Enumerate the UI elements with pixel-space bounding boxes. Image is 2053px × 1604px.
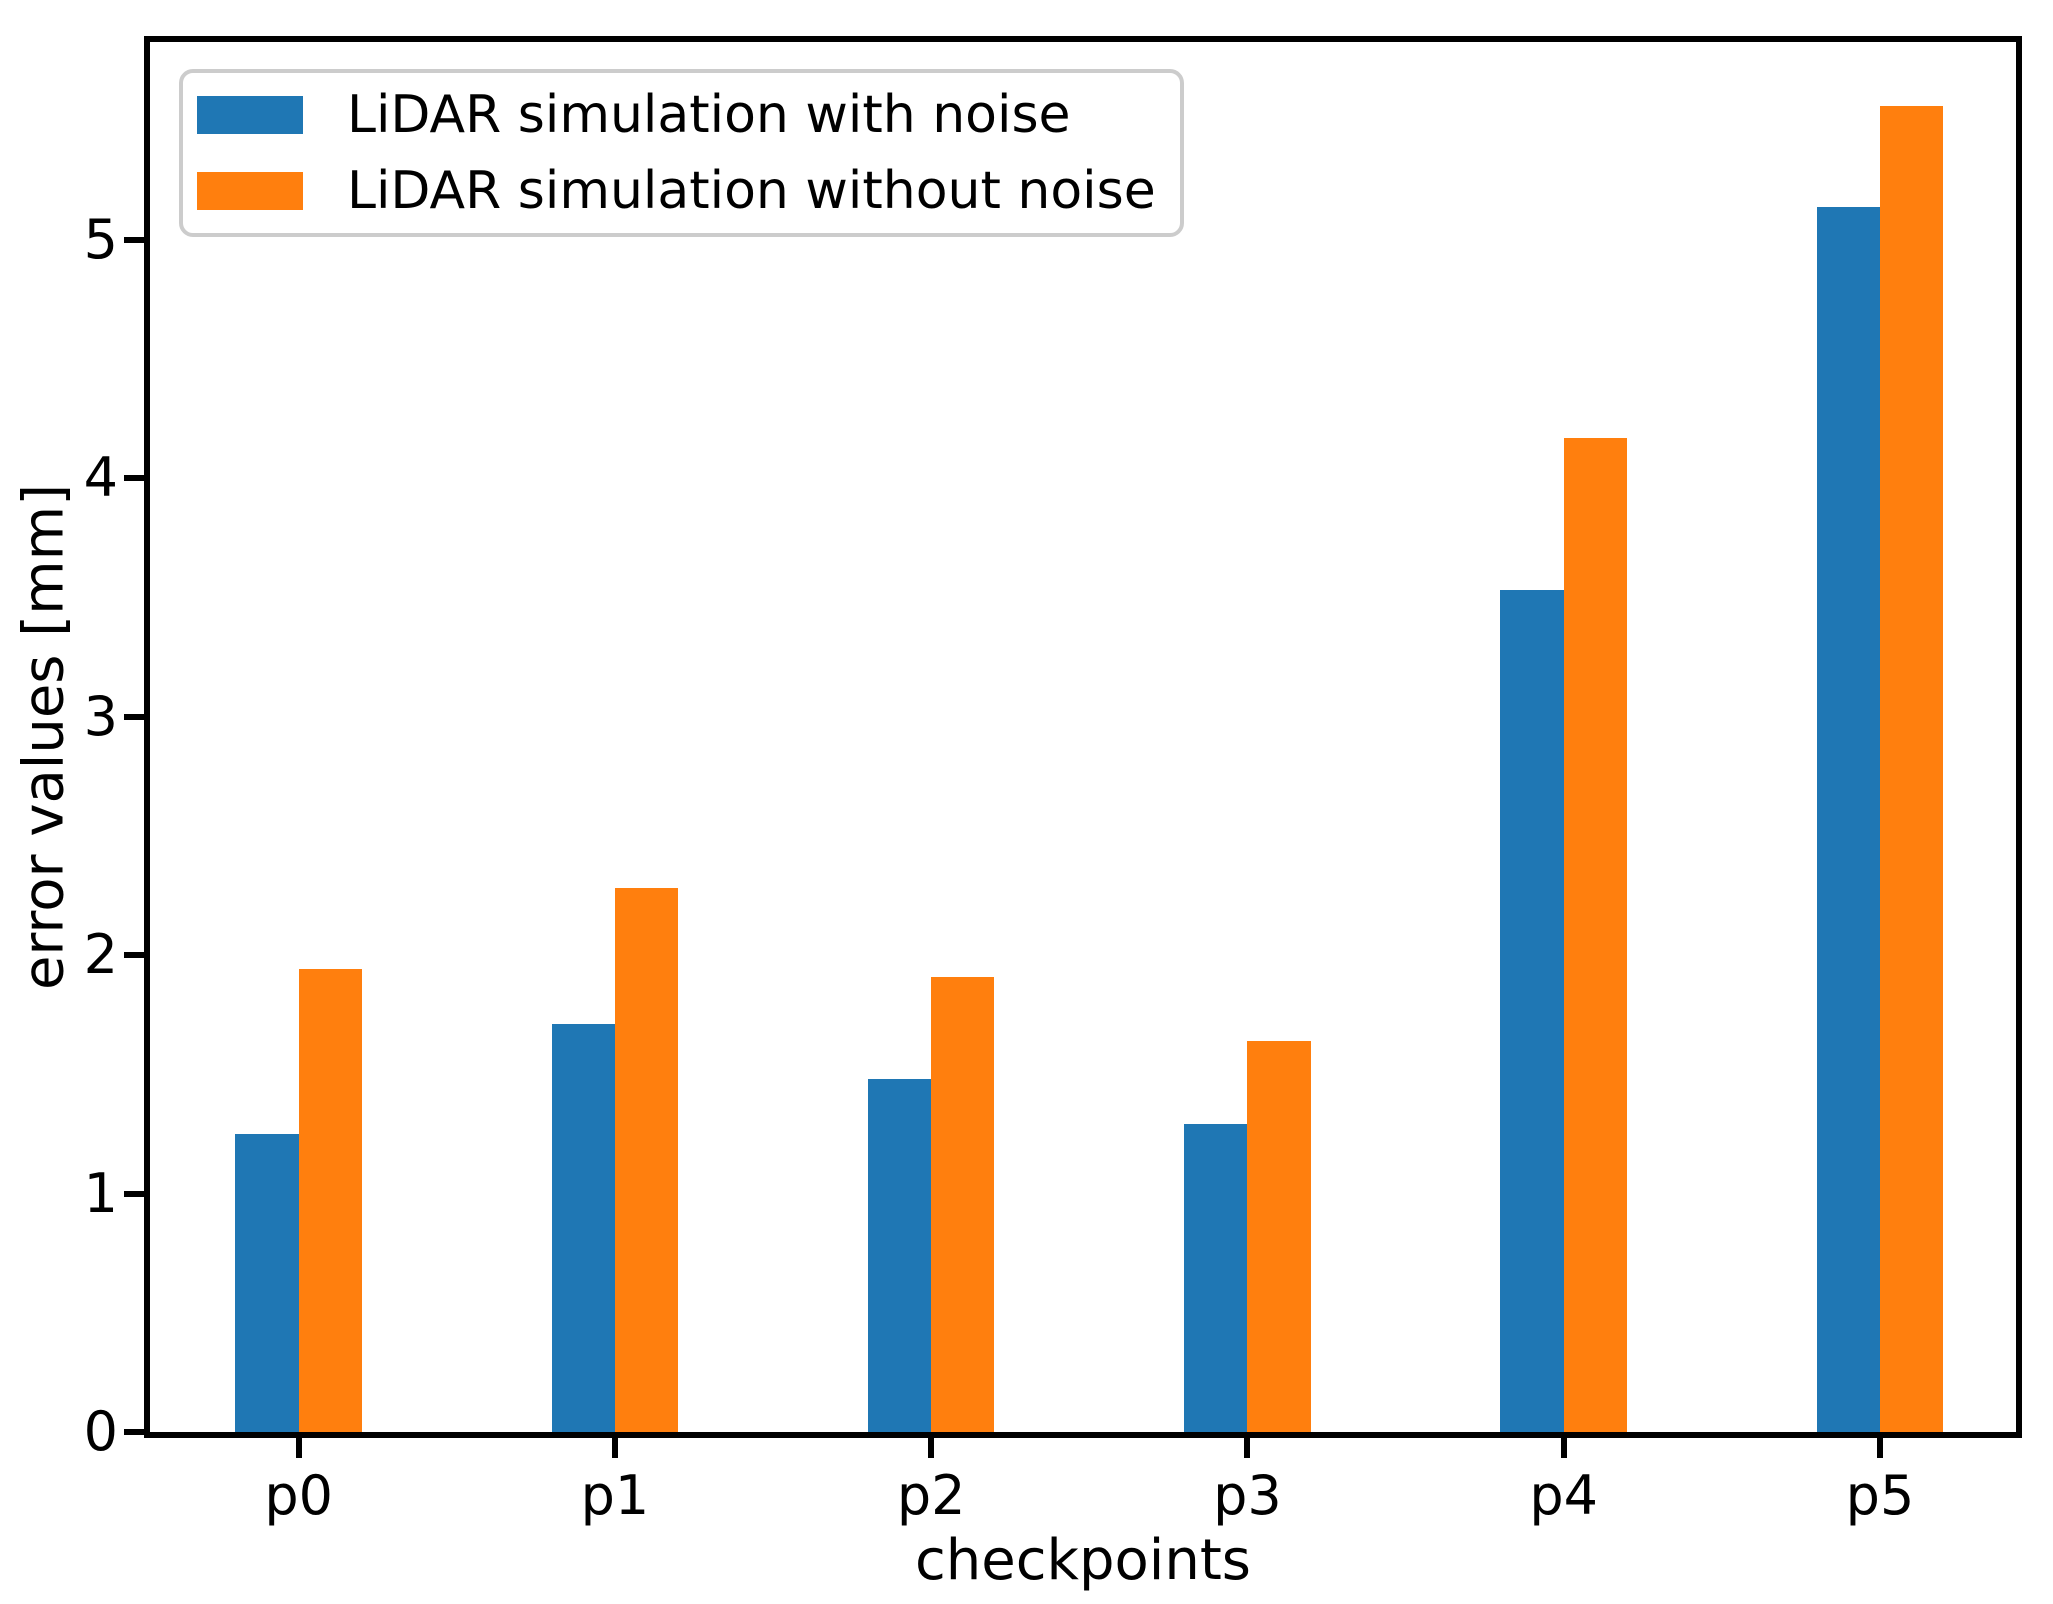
bar-p2-series0 <box>867 1079 932 1432</box>
legend-swatch-without-noise <box>197 172 303 210</box>
y-axis-label: error values [mm] <box>11 483 77 991</box>
x-tick-mark-p5 <box>1877 1438 1883 1458</box>
y-tick-mark-0 <box>124 1429 144 1435</box>
y-tick-label-0: 0 <box>83 1400 118 1463</box>
x-tick-label-p0: p0 <box>264 1464 333 1527</box>
y-tick-label-5: 5 <box>83 207 118 271</box>
bar-p0-series0 <box>235 1133 299 1432</box>
bar-p5-series1 <box>1880 106 1944 1432</box>
x-tick-label-p4: p4 <box>1529 1464 1599 1527</box>
x-tick-mark-p4 <box>1560 1438 1567 1458</box>
x-tick-label-p1: p1 <box>580 1464 650 1527</box>
legend-swatch-with-noise <box>197 96 303 134</box>
legend-entry-without-noise: LiDAR simulation without noise <box>197 153 1180 229</box>
bar-p2-series1 <box>931 976 995 1432</box>
x-tick-label-p2: p2 <box>896 1464 966 1527</box>
legend-entry-with-noise: LiDAR simulation with noise <box>197 77 1180 153</box>
x-tick-label-p5: p5 <box>1845 1464 1915 1527</box>
x-tick-mark-p2 <box>928 1438 935 1458</box>
bar-p4-series0 <box>1500 590 1564 1432</box>
plot-area <box>144 36 2022 1438</box>
legend-label-without-noise: LiDAR simulation without noise <box>347 161 1156 221</box>
y-tick-label-1: 1 <box>83 1161 118 1225</box>
x-tick-mark-p0 <box>295 1438 302 1458</box>
y-tick-label-4: 4 <box>83 446 118 510</box>
x-tick-mark-p3 <box>1244 1438 1251 1458</box>
legend: LiDAR simulation with noise LiDAR simula… <box>179 69 1184 237</box>
bar-p0-series1 <box>298 969 362 1432</box>
y-tick-mark-2 <box>124 952 144 959</box>
bar-p3-series1 <box>1247 1041 1311 1432</box>
x-axis-label: checkpoints <box>915 1528 1251 1593</box>
bar-p5-series0 <box>1816 206 1880 1432</box>
y-tick-mark-1 <box>124 1190 144 1197</box>
bar-p1-series1 <box>614 888 679 1432</box>
y-tick-mark-5 <box>124 236 144 243</box>
y-tick-label-2: 2 <box>83 923 118 987</box>
y-tick-label-3: 3 <box>83 684 118 748</box>
y-tick-mark-4 <box>124 475 144 482</box>
bar-p3-series0 <box>1184 1124 1248 1432</box>
x-tick-mark-p1 <box>611 1438 618 1458</box>
y-tick-mark-3 <box>124 713 144 720</box>
bar-p1-series0 <box>551 1024 615 1432</box>
bar-p4-series1 <box>1563 437 1627 1432</box>
bars-layer <box>150 42 2016 1432</box>
legend-label-with-noise: LiDAR simulation with noise <box>347 85 1071 145</box>
x-tick-label-p3: p3 <box>1213 1464 1282 1527</box>
